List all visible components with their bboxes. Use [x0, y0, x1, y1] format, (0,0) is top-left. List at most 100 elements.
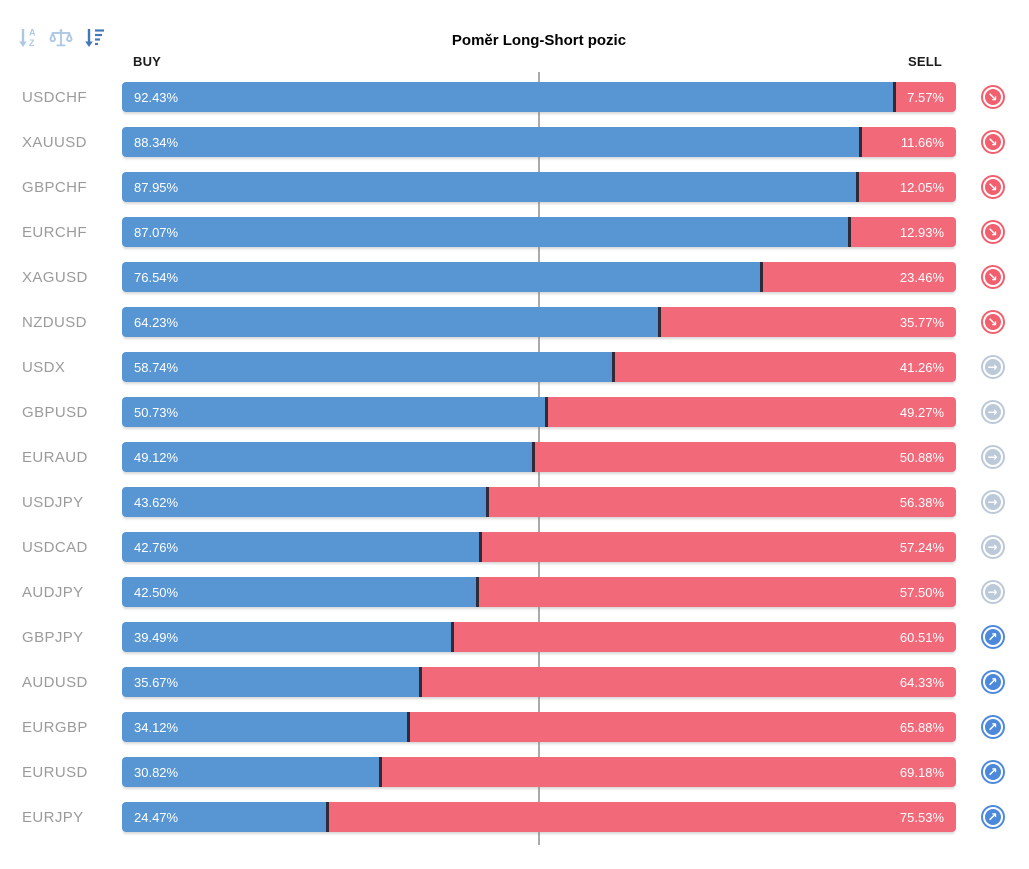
ratio-bar: 34.12% 65.88% [122, 712, 956, 742]
sort-by-value-icon-svg [85, 29, 104, 47]
table-row: NZDUSD 64.23% 35.77% ↘ [0, 307, 1029, 337]
sell-segment: 7.57% [895, 82, 956, 112]
ratio-bar: 24.47% 75.53% [122, 802, 956, 832]
trend-arrow-icon: → [980, 355, 1005, 379]
trend-cell: ↘ [956, 175, 1029, 199]
sell-segment: 75.53% [329, 802, 956, 832]
svg-text:A: A [29, 28, 36, 38]
pair-label: EURUSD [22, 763, 88, 781]
sell-percent-label: 60.51% [899, 629, 944, 645]
buy-segment: 35.67% [122, 667, 420, 697]
trend-cell: ↗ [956, 760, 1029, 784]
sell-percent-label: 50.88% [899, 449, 944, 465]
table-row: EURJPY 24.47% 75.53% ↗ [0, 802, 1029, 832]
ratio-bar: 87.95% 12.05% [122, 172, 956, 202]
table-row: GBPCHF 87.95% 12.05% ↘ [0, 172, 1029, 202]
trend-arrow-glyph: ↗ [987, 675, 998, 689]
trend-cell: ↘ [956, 265, 1029, 289]
table-row: EURGBP 34.12% 65.88% ↗ [0, 712, 1029, 742]
buy-segment: 49.12% [122, 442, 532, 472]
pair-label: NZDUSD [22, 313, 87, 331]
sort-alphabetical-icon[interactable]: A Z [16, 26, 40, 50]
ratio-bar: 92.43% 7.57% [122, 82, 956, 112]
ratio-bar: 76.54% 23.46% [122, 262, 956, 292]
pair-label: GBPJPY [22, 628, 84, 646]
sell-percent-label: 57.24% [899, 539, 944, 555]
buy-percent-label: 35.67% [134, 674, 179, 690]
buy-segment: 30.82% [122, 757, 380, 787]
buy-percent-label: 43.62% [134, 494, 179, 510]
sell-percent-label: 69.18% [899, 764, 944, 780]
buy-segment: 92.43% [122, 82, 893, 112]
buy-segment: 43.62% [122, 487, 486, 517]
buy-percent-label: 49.12% [134, 449, 179, 465]
trend-arrow-icon: ↘ [980, 265, 1005, 289]
sell-percent-label: 65.88% [899, 719, 944, 735]
buy-percent-label: 87.95% [134, 179, 179, 195]
ratio-bar: 42.50% 57.50% [122, 577, 956, 607]
buy-column-header: BUY [133, 54, 162, 69]
pair-label: USDCAD [22, 538, 88, 556]
pair-label: EURAUD [22, 448, 88, 466]
sell-segment: 12.93% [851, 217, 956, 247]
trend-arrow-icon: ↘ [980, 310, 1005, 334]
sell-percent-label: 12.93% [899, 224, 944, 240]
segment-divider [760, 262, 764, 292]
ratio-bar: 64.23% 35.77% [122, 307, 956, 337]
ratio-bar: 42.76% 57.24% [122, 532, 956, 562]
pair-label: USDJPY [22, 493, 84, 511]
table-row: GBPJPY 39.49% 60.51% ↗ [0, 622, 1029, 652]
trend-arrow-glyph: ↘ [987, 270, 998, 284]
trend-cell: ↗ [956, 805, 1029, 829]
ratio-bar: 88.34% 11.66% [122, 127, 956, 157]
trend-arrow-icon: ↗ [980, 715, 1005, 739]
trend-arrow-icon: → [980, 400, 1005, 424]
trend-cell: ↘ [956, 310, 1029, 334]
trend-cell: ↘ [956, 220, 1029, 244]
buy-segment: 42.76% [122, 532, 479, 562]
sell-percent-label: 23.46% [899, 269, 944, 285]
sort-by-value-icon[interactable] [82, 26, 106, 50]
table-row: USDJPY 43.62% 56.38% → [0, 487, 1029, 517]
buy-segment: 88.34% [122, 127, 859, 157]
sell-segment: 35.77% [660, 307, 956, 337]
ratio-bar: 58.74% 41.26% [122, 352, 956, 382]
buy-percent-label: 42.76% [134, 539, 179, 555]
trend-arrow-icon: ↗ [980, 625, 1005, 649]
trend-arrow-glyph: → [987, 405, 998, 419]
buy-percent-label: 76.54% [134, 269, 179, 285]
trend-cell: ↘ [956, 85, 1029, 109]
balance-scale-icon-svg [49, 29, 73, 47]
table-row: EURUSD 30.82% 69.18% ↗ [0, 757, 1029, 787]
trend-arrow-icon: → [980, 445, 1005, 469]
buy-segment: 64.23% [122, 307, 658, 337]
sell-segment: 56.38% [488, 487, 956, 517]
trend-arrow-icon: → [980, 580, 1005, 604]
pair-label: USDX [22, 358, 66, 376]
trend-arrow-glyph: → [987, 450, 998, 464]
trend-arrow-glyph: ↘ [987, 225, 998, 239]
sell-percent-label: 64.33% [899, 674, 944, 690]
sell-segment: 12.05% [858, 172, 956, 202]
trend-cell: → [956, 490, 1029, 514]
ratio-bar: 49.12% 50.88% [122, 442, 956, 472]
trend-cell: ↗ [956, 670, 1029, 694]
ratio-bar: 50.73% 49.27% [122, 397, 956, 427]
table-row: GBPUSD 50.73% 49.27% → [0, 397, 1029, 427]
trend-arrow-glyph: → [987, 585, 998, 599]
trend-arrow-glyph: ↘ [987, 90, 998, 104]
segment-divider [478, 532, 482, 562]
buy-percent-label: 64.23% [134, 314, 179, 330]
segment-divider [406, 712, 410, 742]
trend-arrow-icon: ↘ [980, 130, 1005, 154]
ratio-bar: 43.62% 56.38% [122, 487, 956, 517]
sell-percent-label: 7.57% [907, 89, 944, 105]
ratio-bar: 35.67% 64.33% [122, 667, 956, 697]
trend-arrow-glyph: ↗ [987, 810, 998, 824]
trend-cell: ↗ [956, 625, 1029, 649]
buy-percent-label: 50.73% [134, 404, 179, 420]
segment-divider [476, 577, 480, 607]
balance-scale-icon[interactable] [49, 26, 73, 50]
sell-percent-label: 11.66% [900, 134, 944, 150]
sort-alphabetical-icon-svg: A Z [19, 28, 36, 48]
